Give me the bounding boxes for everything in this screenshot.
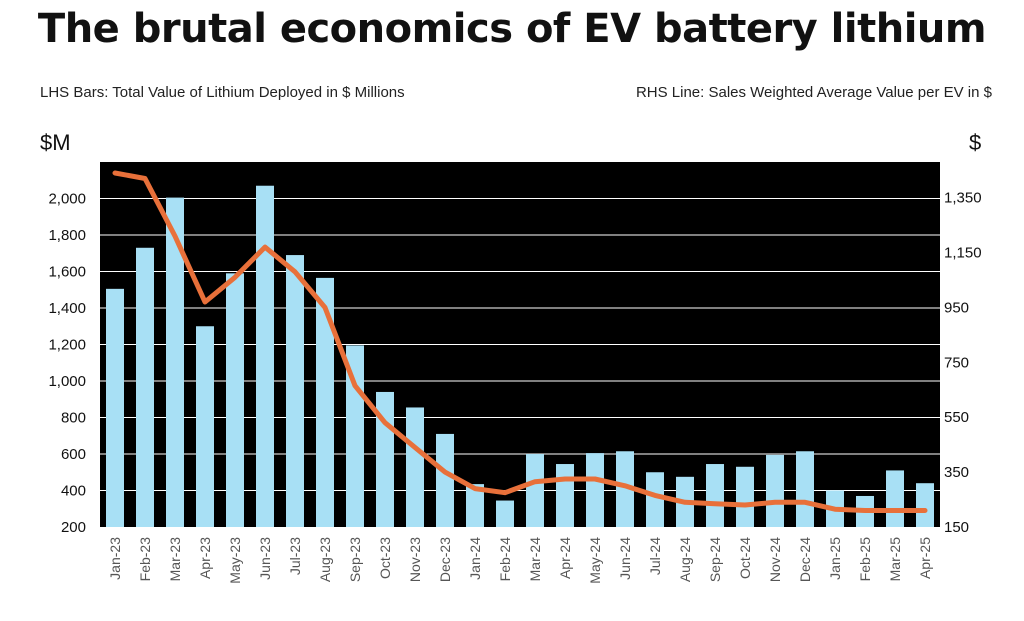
bar [616,451,634,527]
line-series [112,170,928,513]
x-tick-label: Feb-23 [137,537,153,582]
left-tick-label: 2,000 [48,191,86,208]
left-tick-label: 400 [61,483,86,500]
bar [706,464,724,527]
bar [286,255,304,527]
x-tick-label: Jan-23 [107,537,123,580]
x-tick-label: Apr-25 [917,537,933,579]
left-tick-label: 600 [61,446,86,463]
bar [496,500,514,527]
bar [196,326,214,527]
x-tick-label: Feb-25 [857,537,873,582]
left-tick-label: 1,200 [48,337,86,354]
x-tick-label: Sep-24 [707,537,723,582]
bar [136,247,154,527]
x-tick-label: Jun-24 [617,537,633,580]
x-tick-label: Aug-24 [677,537,693,582]
right-tick-label: 350 [944,464,969,481]
bar [556,464,574,527]
right-tick-label: 150 [944,519,969,536]
left-axis-ticks: 200 400 600 800 1,000 1,200 1,400 1,600 1,800 2,0… [48,191,86,537]
bar [406,407,424,527]
x-tick-label: Dec-23 [437,537,453,582]
x-tick-label: Apr-23 [197,537,213,579]
right-axis-unit: $ [969,130,982,155]
chart-title: The brutal economics of EV battery lithi… [37,6,987,52]
x-tick-label: Jun-23 [257,537,273,580]
x-tick-label: Sep-23 [347,537,363,582]
right-tick-label: 750 [944,354,969,371]
left-tick-label: 1,000 [48,373,86,390]
right-tick-label: 1,350 [944,190,982,207]
bar [316,277,334,527]
bar [436,433,454,527]
x-tick-label: Mar-23 [167,537,183,582]
bar [106,288,124,527]
x-tick-label: May-24 [587,537,603,584]
bar [736,466,754,527]
x-tick-label: Jan-24 [467,537,483,580]
left-axis-note: LHS Bars: Total Value of Lithium Deploye… [40,84,405,101]
x-tick-label: Apr-24 [557,537,573,579]
x-tick-label: Dec-24 [797,537,813,582]
bar [886,470,904,527]
bar [586,453,604,527]
x-tick-label: Jan-25 [827,537,843,580]
bar [166,197,184,527]
left-tick-label: 800 [61,410,86,427]
x-tick-label: Nov-24 [767,537,783,582]
x-axis-ticks: Jan-23 Feb-23 Mar-23 Apr-23 May-23 Jun-23 Jul-… [107,537,933,584]
left-axis-unit: $M [40,130,71,155]
left-tick-label: 200 [61,519,86,536]
bar [226,273,244,527]
right-tick-label: 950 [944,299,969,316]
x-tick-label: Aug-23 [317,537,333,582]
left-tick-label: 1,800 [48,227,86,244]
bar [646,472,664,527]
series-line [112,170,928,513]
x-tick-label: Oct-23 [377,537,393,579]
right-tick-label: 550 [944,409,969,426]
x-tick-label: Nov-23 [407,537,423,582]
right-axis-note: RHS Line: Sales Weighted Average Value p… [635,84,992,101]
bar [916,483,934,527]
x-tick-label: May-23 [227,537,243,584]
x-tick-label: Jul-23 [287,537,303,575]
bar [256,185,274,527]
right-tick-label: 1,150 [944,245,982,262]
bar [526,454,544,527]
left-tick-label: 1,400 [48,300,86,317]
x-tick-label: Oct-24 [737,537,753,579]
bar [466,484,484,527]
x-tick-label: Mar-25 [887,537,903,582]
left-tick-label: 1,600 [48,264,86,281]
x-tick-label: Mar-24 [527,537,543,582]
bar [766,454,784,527]
right-axis-ticks: 150 350 550 750 950 1,150 1,350 [944,190,982,536]
x-tick-label: Jul-24 [647,537,663,575]
x-tick-label: Feb-24 [497,537,513,582]
bar [796,451,814,527]
